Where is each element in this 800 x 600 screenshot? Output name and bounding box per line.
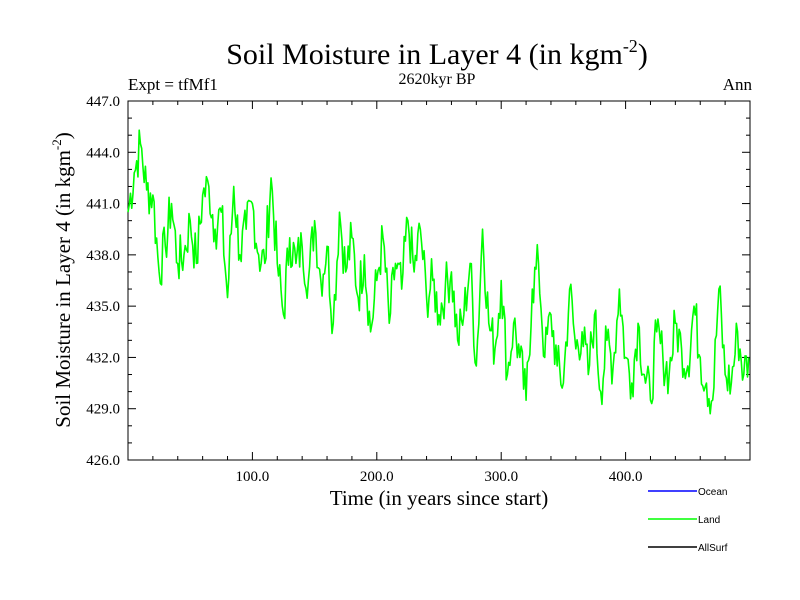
legend: Ocean Land AllSurf bbox=[648, 487, 728, 554]
x-axis: 100.0 200.0 300.0 400.0 bbox=[152, 101, 726, 485]
plot-area bbox=[127, 100, 751, 461]
legend-label-land: Land bbox=[698, 515, 720, 526]
y-tick-label: 426.0 bbox=[86, 453, 120, 469]
series-line-land bbox=[127, 129, 750, 415]
y-tick-label: 432.0 bbox=[86, 350, 120, 366]
y-tick-label: 441.0 bbox=[86, 197, 120, 213]
legend-label-allsurf: AllSurf bbox=[698, 543, 728, 554]
legend-label-ocean: Ocean bbox=[698, 487, 727, 498]
experiment-label: Expt = tfMf1 bbox=[128, 75, 218, 94]
y-label-close: ) bbox=[51, 132, 75, 139]
y-tick-label: 444.0 bbox=[86, 145, 120, 161]
y-tick-label: 447.0 bbox=[86, 94, 120, 110]
series-layer bbox=[127, 129, 750, 415]
season-label: Ann bbox=[723, 75, 753, 94]
x-axis-label: Time (in years since start) bbox=[330, 486, 549, 510]
x-tick-label: 400.0 bbox=[609, 469, 643, 485]
x-tick-label: 200.0 bbox=[360, 469, 394, 485]
y-tick-label: 429.0 bbox=[86, 402, 120, 418]
title-superscript: -2 bbox=[623, 36, 638, 56]
y-axis: 426.0 429.0 432.0 435.0 438.0 441.0 444.0 447.0 bbox=[86, 94, 750, 469]
x-tick-label: 300.0 bbox=[484, 469, 518, 485]
chart-title: Soil Moisture in Layer 4 (in kgm-2) bbox=[226, 36, 648, 71]
x-tick-label: 100.0 bbox=[236, 469, 270, 485]
y-tick-label: 435.0 bbox=[86, 299, 120, 315]
y-tick-label: 438.0 bbox=[86, 248, 120, 264]
title-close: ) bbox=[638, 38, 648, 71]
chart-subtitle: 2620kyr BP bbox=[399, 71, 476, 88]
y-axis-label: Soil Moisture in Layer 4 (in kgm-2) bbox=[49, 132, 75, 427]
y-label-superscript: -2 bbox=[49, 139, 64, 150]
